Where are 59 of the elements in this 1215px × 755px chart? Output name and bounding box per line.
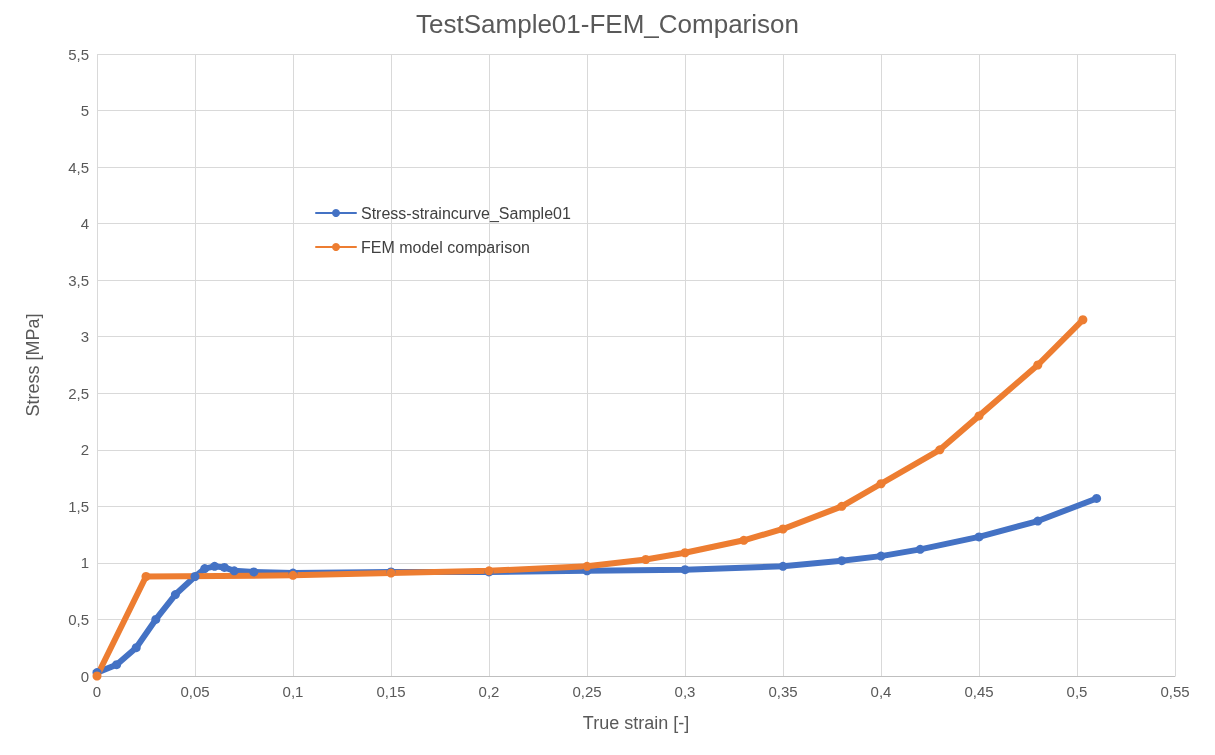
point <box>151 614 161 624</box>
chart-title: TestSample01-FEM_Comparison <box>416 9 799 39</box>
point <box>1033 360 1043 370</box>
point <box>837 556 847 566</box>
point <box>170 590 180 600</box>
y-tick-label: 1,5 <box>68 497 89 515</box>
x-tick-label: 0,3 <box>674 683 696 700</box>
point <box>112 660 122 670</box>
x-tick-label: 0,05 <box>180 683 210 700</box>
point <box>641 555 651 565</box>
y-tick-label: 3,5 <box>68 271 89 289</box>
x-tick-label: 0,2 <box>478 683 500 700</box>
point <box>1078 315 1088 325</box>
y-tick-label: 2 <box>80 441 89 459</box>
point <box>739 535 749 545</box>
y-tick-label: 4 <box>80 215 89 233</box>
x-tick-label: 0 <box>92 683 102 700</box>
point <box>876 479 886 489</box>
y-tick-label: 4,5 <box>68 158 89 176</box>
point <box>680 565 690 575</box>
point <box>915 544 925 554</box>
point <box>778 561 788 571</box>
point <box>210 561 220 571</box>
point <box>837 501 847 511</box>
y-tick-label: 2,5 <box>68 384 89 402</box>
point <box>190 571 200 581</box>
point <box>974 411 984 421</box>
point <box>141 571 151 581</box>
point <box>935 445 945 455</box>
x-tick-label: 0,15 <box>376 683 406 700</box>
point <box>582 561 592 571</box>
point <box>200 564 210 574</box>
legend-label: Stress-straincurve_Sample01 <box>361 204 571 223</box>
point <box>974 532 984 542</box>
y-tick-label: 0,5 <box>68 610 89 628</box>
point <box>876 551 886 561</box>
point <box>219 562 229 572</box>
x-tick-label: 0,4 <box>870 683 892 700</box>
point <box>1033 516 1043 526</box>
y-tick-label: 5 <box>80 102 89 120</box>
x-tick-label: 0,35 <box>768 683 798 700</box>
y-tick-label: 3 <box>80 328 89 346</box>
x-tick-label: 0,5 <box>1066 683 1088 700</box>
y-axis-title: Stress [MPa] <box>23 313 43 417</box>
point <box>131 643 141 653</box>
legend-label: FEM model comparison <box>361 238 530 256</box>
x-tick-label: 0,55 <box>1160 683 1190 700</box>
point <box>229 566 239 576</box>
point <box>680 548 690 558</box>
x-tick-label: 0,45 <box>964 683 994 700</box>
y-tick-label: 0 <box>80 667 89 685</box>
x-tick-label: 0,25 <box>572 683 602 700</box>
x-axis-title: True strain [-] <box>582 713 690 733</box>
point <box>778 524 788 534</box>
point <box>1092 493 1102 503</box>
y-tick-label: 1 <box>80 554 89 572</box>
y-tick-label: 5,5 <box>68 45 89 63</box>
point <box>249 567 259 577</box>
x-tick-label: 0,1 <box>282 683 304 700</box>
